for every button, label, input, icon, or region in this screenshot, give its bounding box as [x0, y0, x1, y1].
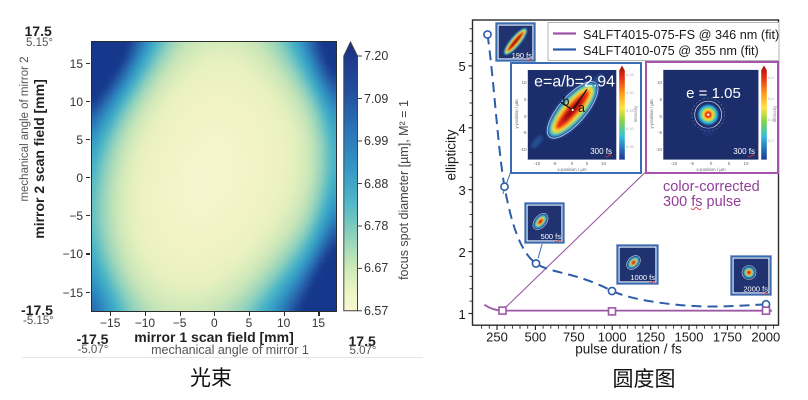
svg-text:10: 10 — [521, 80, 527, 85]
svg-text:e=a/b=2.94: e=a/b=2.94 — [534, 73, 615, 90]
svg-text:1000 fs: 1000 fs — [630, 273, 655, 282]
svg-text:0.6: 0.6 — [768, 96, 774, 101]
svg-text:0.20: 0.20 — [626, 90, 635, 95]
svg-text:0.10: 0.10 — [626, 126, 635, 131]
svg-text:-5: -5 — [522, 130, 526, 135]
svg-text:0.15: 0.15 — [626, 108, 635, 113]
svg-text:10: 10 — [657, 80, 663, 85]
svg-text:x-position / µm: x-position / µm — [696, 167, 726, 172]
svg-text:10: 10 — [601, 161, 607, 166]
svg-text:300 fs: 300 fs — [590, 147, 612, 156]
svg-text:0.4: 0.4 — [768, 117, 774, 122]
svg-text:e = 1.05: e = 1.05 — [686, 85, 741, 102]
svg-text:-5: -5 — [552, 161, 556, 166]
svg-text:-10: -10 — [655, 147, 662, 152]
svg-text:0: 0 — [710, 161, 713, 166]
svg-text:2000 fs: 2000 fs — [743, 285, 768, 294]
svg-text:-5: -5 — [658, 130, 662, 135]
svg-text:x-position / µm: x-position / µm — [557, 167, 587, 172]
svg-text:0.8: 0.8 — [768, 75, 774, 80]
svg-text:intensity: intensity — [633, 104, 638, 121]
svg-text:10: 10 — [743, 161, 749, 166]
svg-text:500 fs: 500 fs — [540, 232, 561, 241]
svg-text:0: 0 — [659, 114, 662, 119]
svg-text:y-position / µm: y-position / µm — [514, 99, 519, 129]
svg-text:intensity: intensity — [772, 104, 777, 121]
svg-text:-10: -10 — [520, 147, 527, 152]
svg-text:y-position / µm: y-position / µm — [649, 99, 654, 129]
svg-text:-10: -10 — [671, 161, 678, 166]
svg-text:0.25: 0.25 — [626, 72, 635, 77]
svg-text:5: 5 — [659, 97, 662, 102]
svg-text:-5: -5 — [690, 161, 694, 166]
svg-text:0: 0 — [571, 161, 574, 166]
svg-text:0.2: 0.2 — [768, 138, 774, 143]
svg-text:300 fs: 300 fs — [733, 147, 755, 156]
svg-text:5: 5 — [524, 97, 527, 102]
svg-text:a: a — [578, 101, 585, 115]
svg-text:5: 5 — [728, 161, 731, 166]
svg-text:190 fs: 190 fs — [511, 51, 532, 60]
svg-text:0.05: 0.05 — [626, 144, 635, 149]
svg-text:b: b — [563, 94, 570, 108]
svg-text:-10: -10 — [534, 161, 541, 166]
svg-text:0: 0 — [524, 114, 527, 119]
svg-text:5: 5 — [586, 161, 589, 166]
